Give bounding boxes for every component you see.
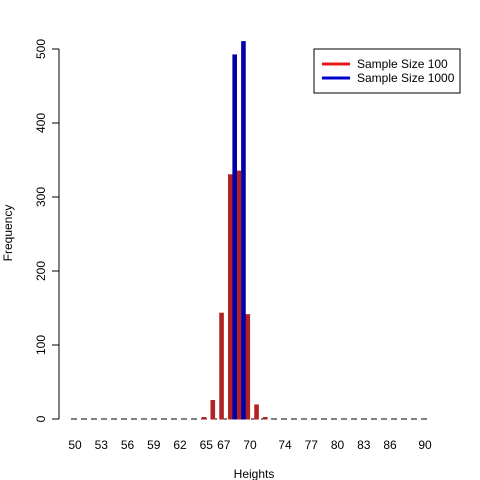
x-tick-label: 77: [305, 438, 319, 452]
x-tick-label: 74: [278, 438, 292, 452]
bar-sample-size-100-67: [219, 312, 224, 420]
legend-box: [313, 48, 461, 94]
legend-label-sample-1000: Sample Size 1000: [357, 71, 455, 85]
bar-sample-size-100-69: [236, 170, 242, 420]
x-axis: 50 53 56 59 62 65 67 70 74 77 80 83 86 90: [68, 438, 432, 452]
x-tick-label: 83: [357, 438, 371, 452]
x-tick-label: 50: [68, 438, 82, 452]
x-tick-label: 86: [383, 438, 397, 452]
bar-sample-size-1000-69: [241, 41, 246, 420]
x-tick-label: 59: [147, 438, 161, 452]
x-tick-label: 53: [95, 438, 109, 452]
y-axis: 0 100 200 300 400 500: [34, 39, 60, 422]
bar-sample-size-100-71: [254, 404, 259, 420]
x-tick-label: 70: [243, 438, 257, 452]
bar-sample-size-100-72: [263, 417, 268, 420]
x-tick-label: 65: [200, 438, 214, 452]
bar-sample-size-100-66: [210, 400, 216, 420]
y-tick-label: 500: [34, 39, 48, 59]
x-tick-label: 90: [418, 438, 432, 452]
bar-sample-size-1000-68: [232, 54, 237, 420]
bar-sample-size-100-68: [228, 174, 233, 420]
y-tick-label: 0: [34, 415, 48, 422]
x-tick-label: 80: [331, 438, 345, 452]
x-tick-label: 62: [173, 438, 187, 452]
y-axis-title: Frequency: [1, 205, 15, 262]
bar-sample-size-100-70: [245, 314, 251, 420]
bar-sample-size-100-65: [201, 417, 207, 420]
legend-label-sample-100: Sample Size 100: [357, 57, 448, 71]
bars: [201, 41, 268, 420]
legend: Sample Size 100 Sample Size 1000: [313, 48, 461, 94]
y-tick-label: 100: [34, 335, 48, 355]
y-tick-label: 400: [34, 113, 48, 133]
x-tick-label: 56: [121, 438, 135, 452]
y-tick-label: 300: [34, 187, 48, 207]
x-axis-title: Heights: [234, 467, 275, 480]
x-tick-label: 67: [217, 438, 231, 452]
y-tick-label: 200: [34, 261, 48, 281]
